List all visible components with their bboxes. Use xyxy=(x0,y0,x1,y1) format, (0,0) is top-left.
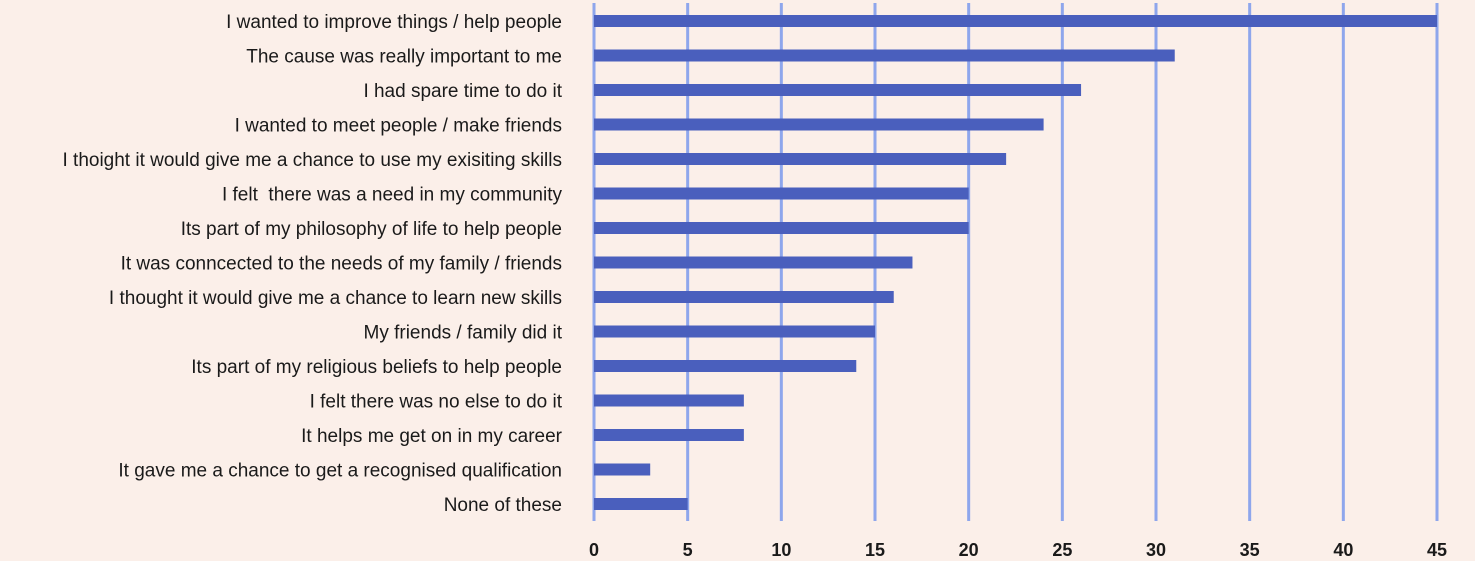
bar xyxy=(594,15,1437,27)
bar xyxy=(594,187,969,200)
category-label: I wanted to improve things / help people xyxy=(226,12,562,33)
bar xyxy=(594,360,857,372)
category-label: I felt there was a need in my community xyxy=(222,185,563,206)
x-tick-label: 15 xyxy=(865,540,885,560)
bar xyxy=(594,222,969,234)
x-tick-label: 30 xyxy=(1146,540,1166,560)
category-labels: I wanted to improve things / help people… xyxy=(62,12,562,516)
category-label: I felt there was no else to do it xyxy=(310,392,563,413)
x-tick-label: 5 xyxy=(683,540,693,560)
bar xyxy=(594,429,744,441)
category-label: I thought it would give me a chance to l… xyxy=(109,288,562,309)
category-label: It gave me a chance to get a recognised … xyxy=(118,461,562,482)
category-label: My friends / family did it xyxy=(364,323,563,344)
x-tick-label: 20 xyxy=(959,540,979,560)
bar xyxy=(594,394,744,407)
category-label: None of these xyxy=(444,495,562,516)
bars xyxy=(594,15,1437,510)
category-label: Its part of my philosophy of life to hel… xyxy=(181,219,562,240)
bar xyxy=(594,463,651,476)
bar xyxy=(594,291,894,303)
x-tick-label: 0 xyxy=(589,540,599,560)
category-label: I had spare time to do it xyxy=(363,81,562,102)
x-tick-label: 25 xyxy=(1052,540,1072,560)
bar xyxy=(594,84,1082,96)
bar xyxy=(594,49,1175,62)
x-tick-label: 40 xyxy=(1333,540,1353,560)
bar xyxy=(594,256,913,269)
bar xyxy=(594,498,688,510)
category-label: I wanted to meet people / make friends xyxy=(235,116,562,137)
x-tick-label: 35 xyxy=(1240,540,1260,560)
category-label: The cause was really important to me xyxy=(246,47,562,68)
x-tick-label: 10 xyxy=(771,540,791,560)
category-label: I thoight it would give me a chance to u… xyxy=(62,150,562,171)
bar xyxy=(594,153,1007,165)
category-label: It helps me get on in my career xyxy=(301,426,563,447)
bar xyxy=(594,118,1044,131)
category-label: It was conncected to the needs of my fam… xyxy=(121,254,562,275)
x-axis-tick-labels: 0 5 10 15 20 25 30 35 40 45 xyxy=(589,540,1447,560)
category-label: Its part of my religious beliefs to help… xyxy=(191,357,562,378)
x-tick-label: 45 xyxy=(1427,540,1447,560)
bar xyxy=(594,325,875,338)
